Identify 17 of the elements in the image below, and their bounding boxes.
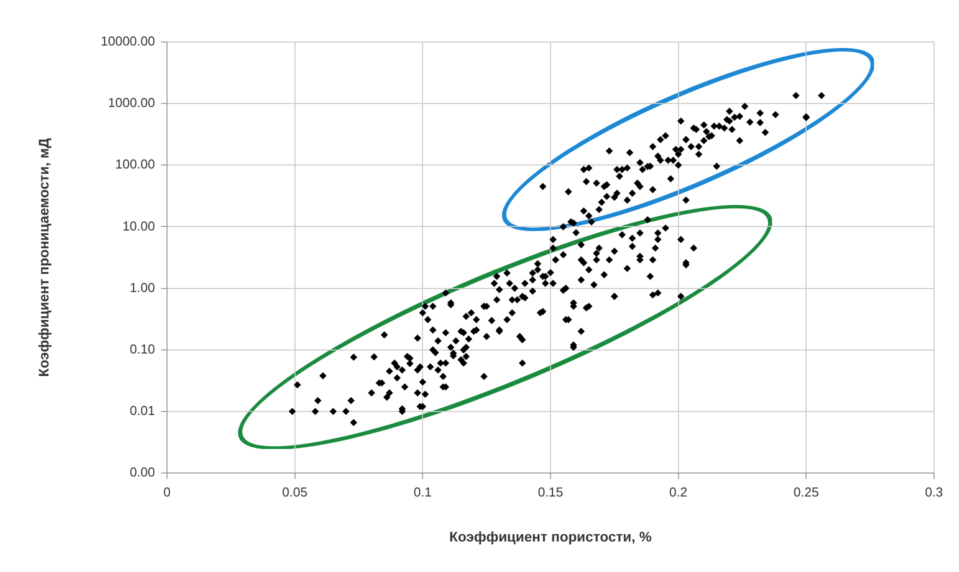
x-axis-title: Коэффициент пористости, % — [449, 528, 652, 544]
y-tick-label: 1000.00 — [108, 95, 155, 110]
y-tick-label: 0.01 — [130, 403, 155, 418]
x-tick-label: 0.15 — [538, 484, 564, 500]
x-tick-label: 0.3 — [924, 484, 944, 500]
y-tick-label: 10000.00 — [100, 34, 155, 49]
y-axis-title: Коэффициент проницаемости, мД — [35, 138, 52, 377]
y-tick-label: 100.00 — [115, 156, 155, 172]
y-tick-label: 0.00 — [130, 464, 155, 480]
x-tick-label: 0.05 — [282, 484, 308, 500]
x-tick-label: 0.25 — [794, 484, 819, 500]
y-tick-label: 10.00 — [122, 218, 155, 234]
x-tick-label: 0.2 — [669, 484, 688, 500]
y-tick-label: 0.10 — [130, 341, 155, 356]
y-tick-label: 1.00 — [130, 280, 155, 295]
x-tick-label: 0.1 — [414, 484, 432, 500]
x-tick-label: 0 — [163, 484, 171, 500]
